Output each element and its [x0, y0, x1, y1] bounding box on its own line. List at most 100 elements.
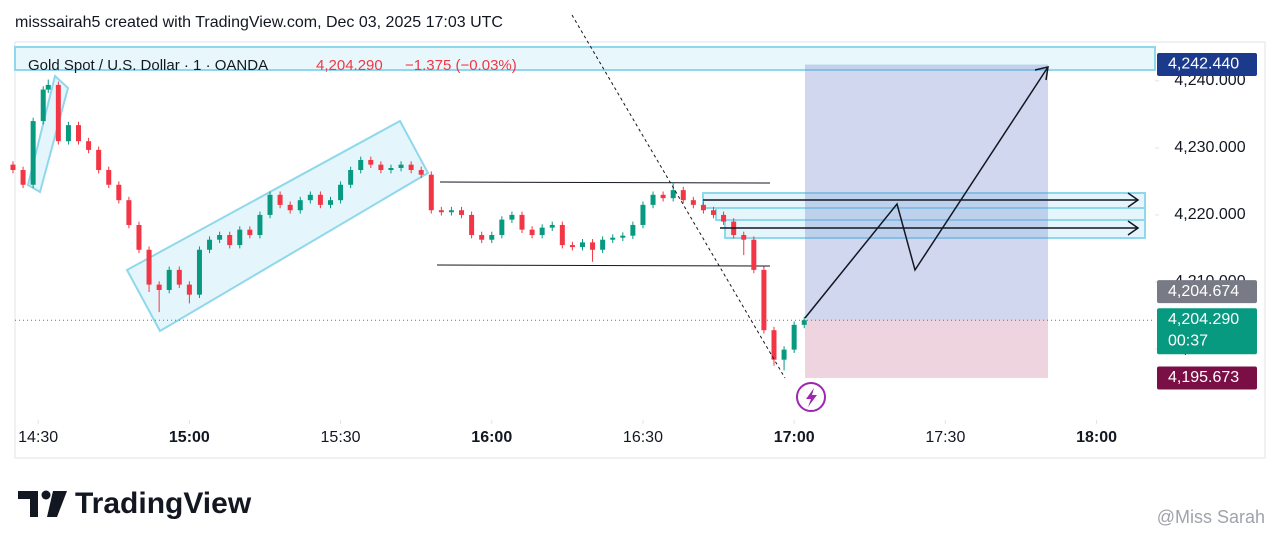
brand-logo: TradingView	[18, 487, 252, 520]
candle-body	[559, 224, 565, 246]
candle-body	[711, 210, 717, 215]
price-badge	[1157, 280, 1257, 304]
candle-body	[96, 149, 102, 171]
candle-body	[640, 204, 646, 225]
candle-body	[670, 190, 676, 199]
x-tick-label: 17:00	[774, 429, 815, 446]
candle-body	[156, 284, 162, 290]
candle-body	[579, 242, 585, 248]
price-badge-label: 4,195.673	[1168, 369, 1239, 386]
candle-body	[176, 269, 182, 285]
price-badge	[1157, 366, 1257, 390]
x-tick-label: 16:00	[471, 429, 512, 446]
axes: Gold Spot / U.S. Dollar · 1 · OANDA 4,20…	[18, 53, 1257, 446]
candle-body	[751, 239, 757, 270]
candle-body	[40, 89, 46, 122]
resistance-zone	[14, 46, 1156, 71]
candle-body	[358, 159, 364, 171]
candle-body	[267, 194, 273, 215]
y-tick-label: 4,220.000	[1174, 206, 1245, 223]
candle-body	[126, 200, 132, 225]
projection-path	[804, 66, 1049, 319]
candle-body	[317, 194, 323, 205]
header: misssairah5 created with TradingView.com…	[15, 14, 503, 31]
candle-body	[86, 141, 92, 150]
candle-body	[610, 237, 616, 240]
candle-body	[509, 214, 515, 220]
candle-body	[65, 125, 71, 142]
arrow-head	[1127, 220, 1140, 236]
candle-body	[791, 324, 797, 350]
candle-body	[166, 269, 172, 290]
target-zone	[805, 64, 1048, 321]
price-badge	[1157, 308, 1257, 355]
candle-body	[801, 320, 807, 325]
legend-symbol: Gold Spot / U.S. Dollar · 1 · OANDA	[28, 57, 268, 74]
candle-body	[630, 224, 636, 236]
price-badge-label: 4,204.290	[1168, 311, 1239, 328]
candle-body	[660, 194, 666, 199]
x-tick-label: 14:30	[18, 429, 58, 446]
candle-body	[297, 200, 303, 211]
price-badge-label: 4,242.440	[1168, 56, 1239, 73]
price-badge-label: 4,204.674	[1168, 283, 1239, 300]
candle-body	[690, 200, 696, 205]
candle-body	[469, 214, 475, 236]
stop-zone	[805, 320, 1048, 378]
range-line	[439, 181, 771, 184]
x-tick-label: 16:30	[623, 429, 663, 446]
countdown: 00:37	[1168, 332, 1208, 349]
candle-body	[781, 349, 787, 360]
candle-body	[348, 170, 354, 185]
candle-body	[136, 224, 142, 250]
candle-body	[338, 184, 344, 201]
candle-body	[529, 229, 535, 236]
candle-body	[378, 164, 384, 171]
event-icon-bolt	[806, 388, 817, 407]
candle-body	[569, 245, 575, 248]
candle-body	[277, 194, 283, 205]
candle-body	[20, 170, 26, 185]
candle-body	[207, 239, 213, 250]
candle-body	[600, 239, 606, 250]
candle-body	[76, 125, 82, 142]
candle-body	[620, 235, 626, 238]
chart-frame	[14, 41, 1266, 459]
x-tick-label: 18:00	[1076, 429, 1117, 446]
candle-body	[398, 164, 404, 168]
candle-body	[408, 164, 414, 171]
arrow-head	[1034, 66, 1049, 81]
legend-change: −1.375 (−0.03%)	[405, 57, 517, 74]
candle-body	[418, 170, 424, 175]
candle-body	[55, 84, 61, 142]
candle-body	[448, 210, 454, 213]
arrow-head	[1127, 192, 1140, 208]
overlay	[571, 14, 1140, 412]
candle-body	[217, 235, 223, 240]
x-tick-label: 15:00	[169, 429, 210, 446]
y-tick-label: 4,230.000	[1174, 139, 1245, 156]
y-tick-label: 4,240.000	[1174, 72, 1245, 89]
x-tick-label: 17:30	[925, 429, 965, 446]
candle-body	[539, 227, 545, 236]
candle-body	[186, 284, 192, 295]
candle-body	[237, 229, 243, 246]
candle-body	[388, 168, 394, 171]
candle-body	[519, 214, 525, 230]
candle-body	[116, 184, 122, 201]
candle-body	[700, 204, 706, 211]
logo-part	[47, 491, 67, 517]
candle-body	[459, 210, 465, 215]
logo-part	[18, 491, 38, 517]
candle-body	[368, 159, 374, 165]
candle-body	[479, 235, 485, 240]
range-line	[436, 264, 771, 267]
candle-body	[499, 219, 505, 236]
candle-body	[438, 210, 444, 213]
brand: TradingView	[75, 487, 252, 520]
candle-body	[10, 164, 16, 171]
plot	[10, 64, 1155, 378]
candle-body	[45, 84, 51, 90]
price-badge	[1157, 53, 1257, 77]
